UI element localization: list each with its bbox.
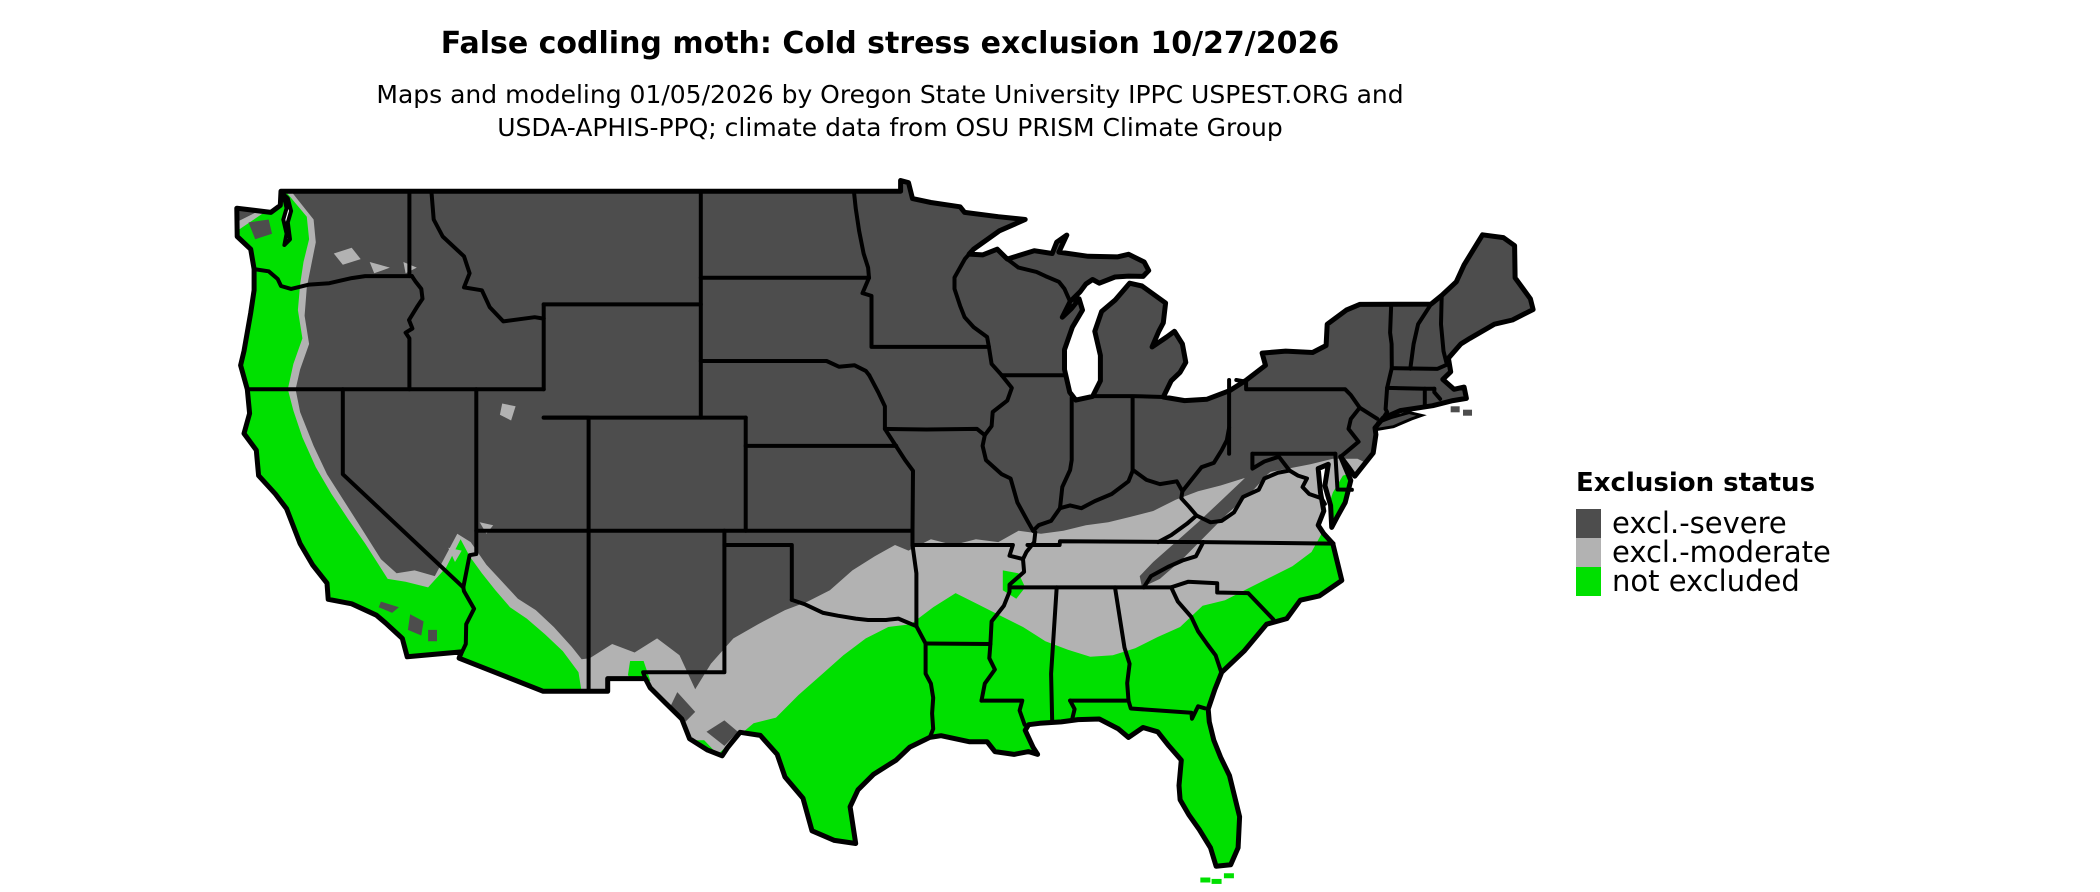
- page-title: False codling moth: Cold stress exclusio…: [440, 26, 1340, 61]
- legend-label-moderate: excl.-moderate: [1612, 535, 1831, 569]
- florida-keys: [1200, 877, 1211, 883]
- legend-item-moderate: excl.-moderate: [1576, 538, 1996, 567]
- state-borders: [245, 189, 1449, 740]
- legend-swatch-moderate: [1576, 538, 1601, 567]
- legend-swatch-not-excluded: [1576, 567, 1601, 596]
- legend-swatch-severe: [1576, 509, 1601, 538]
- florida-keys: [1223, 873, 1234, 879]
- legend: Exclusion status excl.-severe excl.-mode…: [1576, 468, 1996, 596]
- legend-label-severe: excl.-severe: [1612, 506, 1787, 540]
- map-subtitle: Maps and modeling 01/05/2026 by Oregon S…: [0, 78, 1780, 144]
- legend-title: Exclusion status: [1576, 468, 1816, 498]
- legend-item-severe: excl.-severe: [1576, 509, 1996, 538]
- legend-label-not-excluded: not excluded: [1612, 564, 1800, 598]
- subtitle-line-1: Maps and modeling 01/05/2026 by Oregon S…: [376, 80, 1404, 109]
- puget-sound: [281, 192, 294, 247]
- legend-rows: excl.-severe excl.-moderate not excluded: [1576, 509, 1996, 596]
- florida-keys: [1211, 878, 1222, 884]
- conus-outline: [234, 178, 1536, 869]
- subtitle-line-2: USDA-APHIS-PPQ; climate data from OSU PR…: [497, 113, 1283, 142]
- legend-item-not-excluded: not excluded: [1576, 567, 1996, 596]
